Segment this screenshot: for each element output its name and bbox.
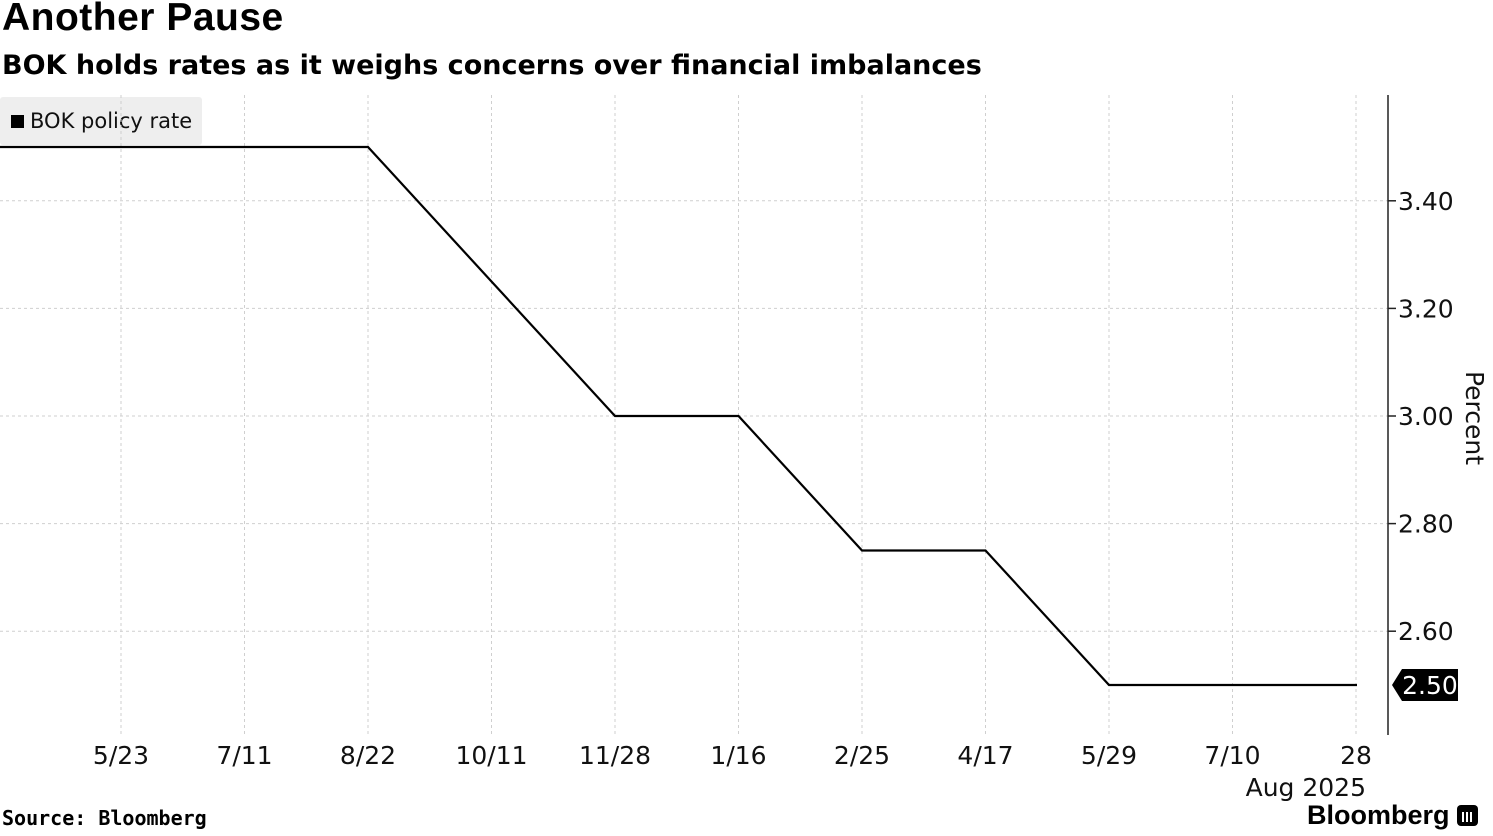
y-tick-label: 3.40 [1398,187,1454,216]
chart-title: Another Pause [2,0,284,39]
x-tick-sublabel: Aug 2025 [1246,773,1366,802]
x-tick-label: 5/29 [1081,741,1137,770]
x-tick-label: 8/22 [340,741,396,770]
x-tick-label: 28 [1340,741,1372,770]
x-tick-label: 7/10 [1204,741,1260,770]
brand-label: Bloomberg [1307,800,1450,830]
chart-subtitle: BOK holds rates as it weighs concerns ov… [2,50,982,81]
legend: BOK policy rate [0,97,202,145]
x-tick-label: 2/25 [834,741,890,770]
series-line-bok-policy-rate [0,145,1357,687]
x-tick-label: 5/23 [93,741,149,770]
x-tick-label: 11/28 [579,741,651,770]
x-tick-label: 4/17 [957,741,1013,770]
y-tick-label: 3.00 [1398,402,1454,431]
y-tick-label: 2.80 [1398,510,1454,539]
y-tick-label: 3.20 [1398,294,1454,323]
legend-label: BOK policy rate [30,109,193,133]
last-value-tag [1392,669,1458,701]
legend-swatch [11,114,24,128]
y-axis-title: Percent [1460,371,1489,465]
x-tick-label: 1/16 [710,741,766,770]
y-tick-label: 2.60 [1398,617,1454,646]
last-value-label: 2.50 [1402,671,1458,700]
bloomberg-logo: Bloomberg [1307,800,1478,831]
source-note: Source: Bloomberg [2,806,207,830]
x-tick-label: 10/11 [455,741,527,770]
bloomberg-terminal-icon [1456,805,1478,826]
x-tick-label: 7/11 [216,741,272,770]
